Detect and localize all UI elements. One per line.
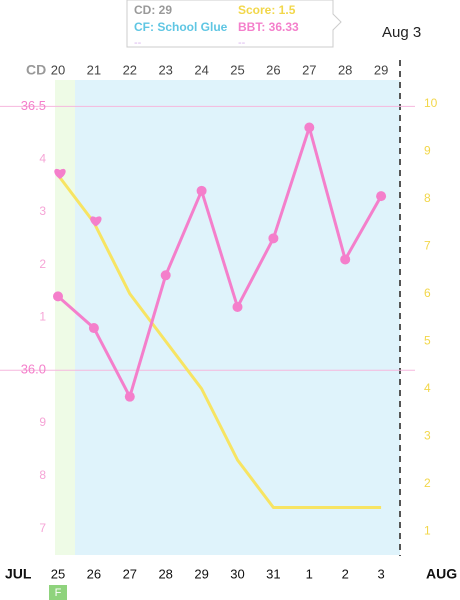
x-tick-label: 23 <box>158 62 172 77</box>
date-label: 2 <box>342 566 349 581</box>
y2-tick-label: 5 <box>424 333 431 347</box>
tooltip-score: Score: 1.5 <box>238 3 296 17</box>
bbt-point <box>268 233 279 244</box>
date-label: 29 <box>194 566 208 581</box>
x-tick-label: 26 <box>266 62 280 77</box>
y2-tick-label: 9 <box>424 143 431 157</box>
y-tick-label: 2 <box>39 257 46 271</box>
x-tick-label: 22 <box>123 62 137 77</box>
y-tick-label: 7 <box>39 521 46 535</box>
y2-tick-label: 8 <box>424 191 431 205</box>
bbt-point <box>124 391 135 402</box>
month-label: AUG <box>426 566 457 582</box>
bbt-point <box>196 185 207 196</box>
y2-tick-label: 4 <box>424 381 431 395</box>
bbt-point <box>160 270 171 281</box>
bbt-point <box>376 191 387 202</box>
x-tick-label: 21 <box>87 62 101 77</box>
x-tick-label: 27 <box>302 62 316 77</box>
y-tick-label: 1 <box>39 310 46 324</box>
month-label: JUL <box>5 566 32 582</box>
tooltip-bbt: BBT: 36.33 <box>238 20 299 34</box>
x-tick-label: 24 <box>194 62 208 77</box>
y2-tick-label: 2 <box>424 476 431 490</box>
bbt-point <box>340 254 351 265</box>
cycle-band <box>75 80 400 555</box>
date-label: 27 <box>123 566 137 581</box>
y-tick-label: 3 <box>39 204 46 218</box>
tooltip-cf: CF: School Glue <box>134 20 228 34</box>
bbt-point <box>53 291 63 302</box>
date-header: Aug 3 <box>382 24 421 41</box>
tooltip-extra: -- <box>134 37 142 49</box>
bbt-point <box>88 323 99 334</box>
date-label: 26 <box>87 566 101 581</box>
y-tick-label: 36.0 <box>21 362 46 377</box>
y-tick-label: 4 <box>39 151 46 165</box>
fertile-tag-label: F <box>55 587 62 599</box>
tooltip-extra: -- <box>238 37 246 49</box>
y2-tick-label: 6 <box>424 286 431 300</box>
heart-marker <box>90 216 102 227</box>
date-label: 25 <box>51 566 65 581</box>
x-tick-label: 25 <box>230 62 244 77</box>
cd-label: CD <box>26 62 46 78</box>
heart-marker <box>54 168 66 179</box>
y-tick-label: 8 <box>39 468 46 482</box>
y2-tick-label: 1 <box>424 523 431 537</box>
fertile-band <box>55 80 75 555</box>
date-label: 31 <box>266 566 280 581</box>
tooltip-box <box>126 0 342 48</box>
y-tick-label: 36.5 <box>21 98 46 113</box>
fertile-tag <box>49 585 67 600</box>
date-label: 28 <box>158 566 172 581</box>
series-line <box>56 174 382 509</box>
tooltip: CD: 29 Score: 1.5 CF: School Glue BBT: 3… <box>126 0 342 49</box>
y2-tick-label: 3 <box>424 428 431 442</box>
tooltip-cd: CD: 29 <box>134 3 172 17</box>
x-tick-label: 29 <box>374 62 388 77</box>
date-label: 3 <box>377 566 384 581</box>
bbt-point <box>304 122 315 133</box>
series-line <box>57 126 383 399</box>
x-tick-label: 28 <box>338 62 352 77</box>
y2-tick-label: 7 <box>424 238 431 252</box>
y-tick-label: 9 <box>39 415 46 429</box>
bbt-point <box>232 301 243 312</box>
date-label: 1 <box>306 566 313 581</box>
x-tick-label: 20 <box>51 62 65 77</box>
date-label: 30 <box>230 566 244 581</box>
y2-tick-label: 10 <box>424 96 438 110</box>
